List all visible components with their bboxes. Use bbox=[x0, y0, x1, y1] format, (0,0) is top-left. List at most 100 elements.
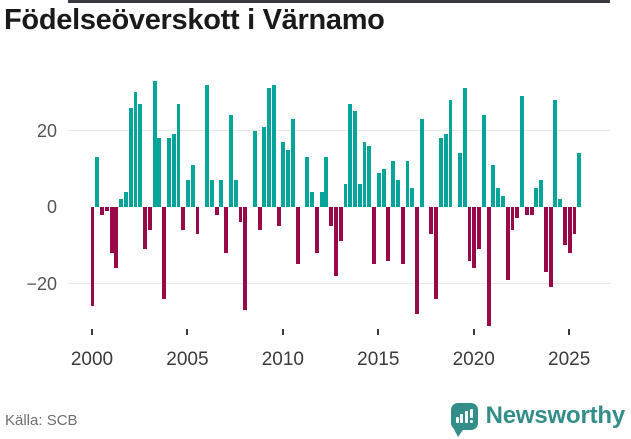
bar bbox=[310, 191, 314, 207]
bar bbox=[400, 207, 405, 265]
x-tick-mark bbox=[91, 329, 93, 335]
bar bbox=[520, 96, 524, 207]
bar bbox=[491, 164, 496, 207]
bar bbox=[257, 207, 262, 230]
bar bbox=[228, 115, 233, 207]
bar bbox=[128, 107, 133, 207]
exclamation-icon bbox=[469, 408, 473, 418]
bar bbox=[548, 207, 553, 288]
bar bbox=[496, 187, 501, 207]
bar bbox=[324, 157, 329, 207]
exclamation-icon bbox=[469, 419, 473, 423]
bar bbox=[195, 207, 200, 234]
newsworthy-logo: Newsworthy bbox=[450, 398, 626, 437]
mini-bar-icon bbox=[455, 416, 459, 423]
bar bbox=[286, 149, 291, 207]
bar bbox=[391, 161, 396, 207]
bar bbox=[114, 207, 119, 269]
bar bbox=[376, 172, 381, 207]
bar bbox=[438, 138, 443, 207]
bar bbox=[186, 180, 190, 207]
bar bbox=[477, 207, 482, 250]
bar bbox=[486, 207, 491, 326]
bar bbox=[510, 207, 515, 230]
bar bbox=[563, 207, 567, 246]
bar bbox=[157, 138, 162, 207]
gridline bbox=[68, 130, 610, 131]
bar bbox=[95, 157, 100, 207]
bar bbox=[396, 180, 400, 207]
brand-name: Newsworthy bbox=[485, 402, 626, 429]
bar bbox=[372, 207, 377, 265]
bar bbox=[291, 119, 295, 207]
bar bbox=[209, 180, 214, 207]
x-tick-label: 2010 bbox=[261, 349, 304, 370]
bar bbox=[343, 184, 348, 207]
bar bbox=[147, 207, 152, 230]
page-title: Födelseöverskott i Värnamo bbox=[4, 4, 385, 36]
bar bbox=[362, 141, 367, 207]
y-tick-label: −20 bbox=[26, 273, 57, 294]
bar bbox=[448, 99, 453, 207]
bar bbox=[267, 88, 272, 207]
mini-bar-icon bbox=[460, 413, 464, 423]
bar bbox=[567, 207, 572, 253]
x-tick-mark bbox=[568, 329, 571, 335]
bar bbox=[104, 207, 109, 211]
x-tick-label: 2000 bbox=[70, 349, 114, 370]
x-tick-label: 2015 bbox=[357, 349, 400, 370]
x-tick-label: 2025 bbox=[548, 349, 591, 370]
bar bbox=[238, 207, 243, 223]
bar bbox=[381, 168, 386, 207]
bar bbox=[505, 207, 510, 280]
x-tick-label: 2005 bbox=[166, 349, 209, 370]
bar bbox=[338, 207, 343, 242]
bar bbox=[205, 84, 210, 207]
bar bbox=[219, 180, 224, 207]
zero-axis-line bbox=[68, 0, 610, 3]
bar bbox=[419, 119, 424, 207]
bar bbox=[90, 207, 95, 307]
bar bbox=[233, 180, 238, 207]
bar bbox=[162, 207, 167, 299]
bar bbox=[190, 164, 195, 207]
bar bbox=[539, 180, 544, 207]
bar bbox=[429, 207, 434, 234]
bar bbox=[166, 138, 171, 207]
x-tick-mark bbox=[281, 329, 284, 335]
bar bbox=[353, 111, 357, 207]
newsworthy-speech-bubble-bar-chart-icon bbox=[450, 402, 478, 437]
bar bbox=[558, 199, 563, 207]
bar bbox=[224, 207, 229, 253]
bar bbox=[405, 161, 410, 207]
mini-bar-icon bbox=[464, 410, 468, 423]
bar bbox=[171, 134, 176, 207]
bar bbox=[262, 126, 267, 207]
x-tick-mark bbox=[377, 329, 380, 335]
bar bbox=[119, 199, 124, 207]
bar bbox=[281, 141, 286, 207]
bar bbox=[133, 92, 138, 207]
bar bbox=[481, 115, 486, 207]
bar bbox=[152, 80, 157, 207]
bar bbox=[434, 207, 439, 299]
bar bbox=[577, 153, 582, 207]
bar bbox=[176, 103, 181, 207]
y-tick-label: 0 bbox=[46, 197, 57, 217]
bar bbox=[305, 157, 310, 207]
bar bbox=[572, 207, 577, 234]
bar bbox=[524, 207, 529, 215]
bar bbox=[357, 184, 362, 207]
bar bbox=[386, 207, 391, 261]
bar bbox=[529, 207, 534, 215]
bar bbox=[138, 103, 143, 207]
x-tick-mark bbox=[186, 329, 189, 335]
bar bbox=[143, 207, 147, 250]
bar bbox=[472, 207, 477, 269]
gridline bbox=[68, 283, 610, 284]
bar bbox=[462, 88, 467, 207]
bar bbox=[467, 207, 472, 261]
x-tick-label: 2020 bbox=[452, 349, 495, 370]
bar bbox=[500, 195, 505, 207]
bar bbox=[410, 187, 415, 207]
